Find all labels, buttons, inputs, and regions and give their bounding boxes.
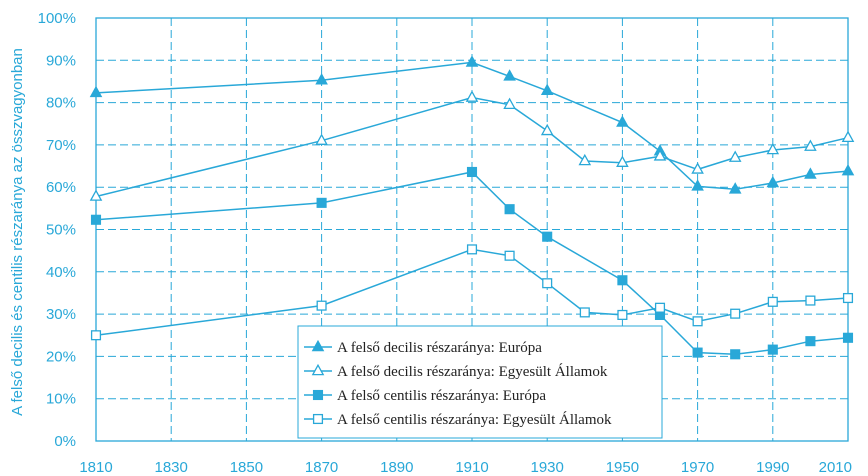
x-tick-label: 1910 — [455, 459, 488, 476]
y-tick-label: 60% — [46, 179, 76, 196]
data-point — [466, 166, 478, 178]
data-point — [654, 302, 666, 313]
data-point — [504, 204, 515, 215]
legend-item: A felső decilis részaránya: Egyesült Áll… — [304, 363, 608, 380]
x-tick-label: 1870 — [305, 459, 338, 476]
data-point — [579, 307, 590, 318]
data-point — [767, 344, 778, 355]
x-tick-label: 1990 — [756, 459, 789, 476]
data-point — [89, 189, 103, 201]
data-point — [730, 308, 741, 319]
y-tick-label: 100% — [38, 10, 76, 27]
data-point — [315, 133, 328, 145]
data-point — [728, 182, 742, 194]
y-tick-label: 50% — [46, 222, 76, 239]
legend-label: A felső decilis részaránya: Európa — [337, 340, 542, 356]
data-point — [842, 332, 854, 343]
legend-label: A felső centilis részaránya: Egyesült Ál… — [337, 411, 612, 428]
series-4 — [90, 244, 854, 341]
y-axis-ticks: 0% 10% 20% 30% 40% 50% 60% 70% 80% 90% 100% — [38, 10, 76, 450]
x-tick-label: 1810 — [79, 459, 112, 476]
y-tick-label: 80% — [46, 95, 76, 112]
data-point — [316, 300, 327, 311]
plot-frame — [95, 17, 849, 442]
series-line — [95, 61, 849, 191]
legend-item: A felső centilis részaránya: Európa — [304, 388, 546, 404]
legend-item: A felső centilis részaránya: Egyesült Ál… — [304, 411, 612, 428]
data-point — [805, 295, 816, 306]
data-point — [766, 142, 780, 155]
data-point — [465, 55, 479, 67]
data-point — [504, 250, 515, 261]
y-tick-label: 30% — [46, 306, 76, 323]
data-point — [503, 69, 516, 81]
data-point — [692, 316, 703, 327]
data-point — [542, 278, 553, 289]
y-axis-label: A felső decilis és centilis részaránya a… — [9, 48, 26, 416]
y-tick-label: 40% — [46, 264, 76, 281]
series-3 — [90, 166, 854, 360]
data-point — [617, 275, 628, 286]
data-point — [466, 244, 478, 255]
data-point — [616, 115, 629, 127]
legend-box — [297, 325, 663, 439]
data-point — [841, 130, 855, 142]
data-point — [578, 153, 592, 166]
data-point — [805, 336, 816, 347]
legend-label: A felső decilis részaránya: Egyesült Áll… — [337, 363, 608, 380]
data-point — [316, 197, 327, 208]
data-point — [540, 83, 554, 96]
legend: A felső decilis részaránya: Európa A fels… — [297, 325, 663, 439]
legend-label: A felső centilis részaránya: Európa — [337, 388, 546, 404]
legend-item: A felső decilis részaránya: Európa — [304, 339, 542, 356]
legend-marker — [312, 413, 324, 425]
series-group — [89, 55, 855, 360]
data-point — [804, 139, 817, 151]
x-tick-label: 1890 — [380, 459, 413, 476]
data-point — [692, 347, 703, 358]
series-1 — [89, 55, 855, 194]
data-point — [542, 231, 553, 242]
data-point — [841, 163, 855, 176]
x-tick-label: 2010 — [819, 459, 852, 476]
x-tick-label: 1830 — [155, 459, 188, 476]
data-point — [90, 214, 102, 225]
data-point — [691, 179, 704, 191]
data-point — [617, 309, 628, 320]
data-point — [767, 296, 778, 307]
data-point — [730, 349, 741, 360]
y-tick-label: 70% — [46, 137, 76, 154]
legend-marker — [311, 363, 325, 376]
data-point — [616, 155, 629, 167]
data-point — [691, 162, 704, 174]
x-axis-ticks: 1810 1830 1850 1870 1890 1910 1930 1950 1970 1990… — [79, 459, 852, 476]
x-tick-label: 1970 — [681, 459, 714, 476]
x-tick-label: 1850 — [230, 459, 263, 476]
data-point — [90, 330, 102, 341]
y-tick-label: 90% — [46, 52, 76, 69]
y-tick-label: 20% — [46, 348, 76, 365]
data-point — [465, 90, 479, 102]
y-tick-label: 0% — [54, 433, 76, 450]
x-tick-label: 1950 — [606, 459, 639, 476]
data-point — [766, 175, 780, 188]
data-point — [728, 150, 742, 162]
data-point — [503, 97, 516, 110]
data-point — [89, 85, 103, 98]
data-point — [540, 123, 554, 136]
legend-marker — [312, 389, 324, 401]
series-2 — [89, 90, 855, 201]
data-point — [653, 149, 667, 161]
data-point — [804, 167, 817, 179]
data-point — [842, 292, 854, 304]
x-tick-label: 1930 — [531, 459, 564, 476]
y-tick-label: 10% — [46, 391, 76, 408]
series-line — [95, 171, 849, 356]
legend-marker — [311, 339, 325, 352]
data-point — [315, 73, 328, 85]
